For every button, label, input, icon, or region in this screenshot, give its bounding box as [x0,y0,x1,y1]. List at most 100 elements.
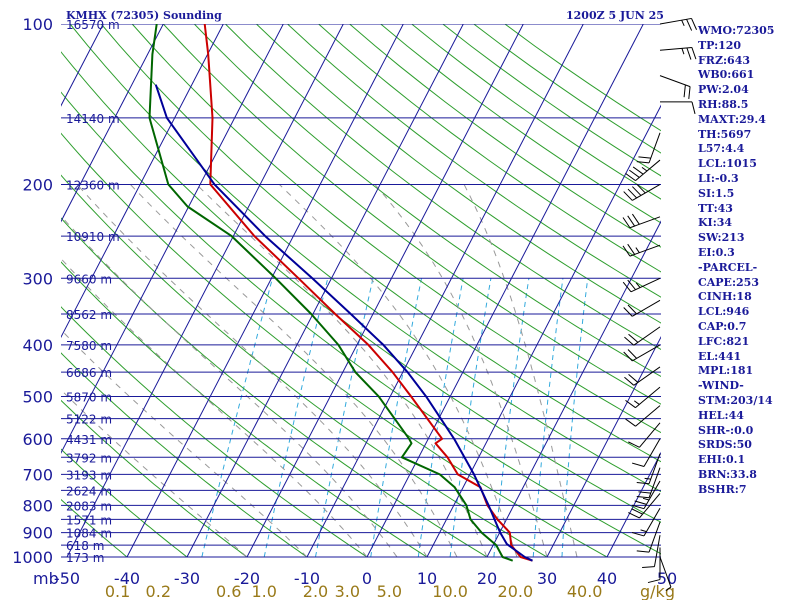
isobars [61,24,661,558]
mixing-ratio-tick-label: 40.0 [567,582,603,600]
dewpoint-line [148,24,514,562]
temperature-tick-label: 20 [477,569,497,588]
height-label: 3193 m [66,468,112,482]
moist-adiabat-15 [129,184,458,558]
index-item: SHR-:0.0 [698,423,754,437]
wind-barb [625,405,661,427]
height-label: 8562 m [66,308,112,322]
height-label: 618 m [66,539,104,553]
index-item: SRDS:50 [698,438,752,452]
mixing-ratio-tick-label: 0.2 [146,582,171,600]
index-item: HEL:44 [698,408,744,422]
index-item: LI:-0.3 [698,171,739,185]
index-item: BSHR:7 [698,482,747,496]
height-label: 16570 m [66,18,120,32]
wind-barb [659,17,698,31]
index-item: RH:88.5 [698,97,749,111]
isotherm--70 [61,24,224,339]
valid-time: 1200Z 5 JUN 25 [566,9,664,22]
index-item: TP:120 [698,38,742,52]
parcel-line [154,84,533,562]
wind-barb [631,480,661,510]
index-item: EHI:0.1 [698,453,746,467]
wind-barb [636,453,661,485]
mixing-ratio-tick-label: 0.1 [105,582,130,600]
height-label: 12360 m [66,178,120,192]
pressure-tick-label: 700 [22,465,53,484]
wind-barb [631,438,661,467]
mixing-ratio-tick-label: 5.0 [377,582,402,600]
height-label: 2624 m [66,484,112,498]
wind-barb [624,326,661,346]
index-item: -WIND- [698,379,744,393]
isotherms [61,24,661,558]
index-item: MAXT:29.4 [698,112,766,126]
temperature-tick-label: 0 [362,569,372,588]
pressure-tick-label: 500 [22,388,53,407]
wind-barb [624,366,661,386]
wind-barb [623,299,661,317]
index-item: LCL:946 [698,305,750,319]
index-item: KI:34 [698,216,733,230]
wind-barb [622,243,661,257]
mixing-ratio-tick-label: 20.0 [498,582,534,600]
index-item: CAPE:253 [698,275,759,289]
temperature-tick-label: -50 [54,569,80,588]
index-item: SI:1.5 [698,186,735,200]
wind-barb [631,507,661,537]
wind-barb [625,159,661,182]
temperature-line [203,24,533,562]
moist-adiabat--20 [61,389,248,558]
mixing-ratio-tick-label: 1.0 [251,582,276,600]
temperature-tick-label: -10 [294,569,320,588]
indices-list: WMO:72305 TP:120 FRZ:643 WB0:661 PW:2.04 RH:8… [698,24,774,498]
pressure-tick-label: 600 [22,430,53,449]
wind-barb [622,277,661,293]
wind-barb [622,213,661,229]
index-item: CINH:18 [698,290,752,304]
height-label: 6686 m [66,366,112,380]
isotherm--10 [306,24,584,558]
plot-area [61,24,661,562]
wind-barb [659,556,672,591]
temperature-tick-label: -20 [234,569,260,588]
isotherm-40 [606,451,661,558]
height-label: 10910 m [66,230,120,244]
wind-barb [647,547,661,584]
index-item: EL:441 [698,349,742,363]
height-label: 2083 m [66,499,112,513]
mixing-ratio-tick-label: 2.0 [303,582,328,600]
isotherm--80 [61,24,164,223]
index-item: TH:5697 [698,127,752,141]
temperature-tick-label: 40 [597,569,617,588]
height-label: 1571 m [66,513,112,527]
wind-barb [659,46,697,60]
index-item: SW:213 [698,231,745,245]
pressure-tick-label: 400 [22,336,53,355]
height-label: 3792 m [66,451,112,465]
mixing-ratio-tick-label: 0.6 [216,582,241,600]
isotherm-0 [366,24,644,558]
wind-barb [623,344,661,362]
isotherm-30 [546,336,661,558]
wind-barb [660,101,696,115]
wind-barb [623,183,661,201]
temperature-tick-label: -40 [114,569,140,588]
isotherm--40 [126,24,404,558]
index-item: L57:4.4 [698,142,745,156]
wind-barb [628,422,661,448]
temperature-tick-label: 30 [537,569,557,588]
pressure-tick-label: 300 [22,269,53,288]
wind-barb [642,535,661,569]
index-item: LFC:821 [698,334,750,348]
height-label: 1084 m [66,527,112,541]
height-label: 4431 m [66,433,112,447]
temperature-tick-label: 50 [657,569,677,588]
height-label: 5122 m [66,413,112,427]
wind-barb [636,467,661,499]
height-label: 14140 m [66,112,120,126]
index-item: TT:43 [698,201,733,215]
temperature-tick-label: 10 [417,569,437,588]
